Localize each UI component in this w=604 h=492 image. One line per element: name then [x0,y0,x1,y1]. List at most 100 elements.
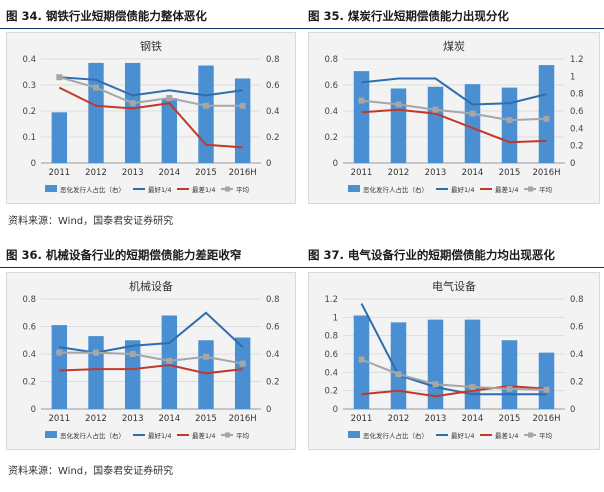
line-marker-avg [56,74,63,81]
line-series-avg [59,76,243,107]
x-axis-tick-label: 2016H [532,414,560,424]
line-marker-avg [395,101,402,108]
legend-marker-avg [225,186,230,192]
line-marker-avg [129,351,136,357]
left-axis-tick-label: 0.6 [324,350,338,360]
line-series-avg [361,99,547,122]
chart-panel-coal: 煤炭 0 0.2 0.4 0.6 0.8 0 0.2 0.4 0.6 0.8 1 1.2 2011 2012… [308,32,600,204]
right-axis-tick-label: 0.2 [570,142,584,152]
x-axis-tick-label: 2011 [351,414,373,424]
bar-deteriorating-issuer-share [538,352,555,409]
line-marker-avg [93,84,99,91]
right-axis-tick-label: 0.4 [570,350,584,360]
x-axis-tick-label: 2013 [425,414,447,424]
bar-deteriorating-issuer-share [234,337,251,409]
left-axis-tick-label: 0.6 [324,81,338,91]
legend-swatch-bar [45,431,57,438]
line-series-avg [361,358,547,391]
line-marker-avg [543,386,550,393]
left-axis-tick-label: 1.2 [324,295,338,305]
legend-label: 平均 [236,431,250,440]
legend-label: 恶化发行人占比（右） [60,185,125,194]
chart-panel-steel: 钢铁 0 0.1 0.2 0.3 0.4 0 0.2 0.4 0.6 0.8 2011 2012 2013… [6,32,296,204]
right-axis-tick-label: 0.4 [570,124,584,134]
legend-marker-avg [225,432,230,438]
x-axis-tick-label: 2014 [462,414,484,424]
bar-deteriorating-issuer-share [464,319,481,409]
x-axis-tick-label: 2012 [85,168,107,178]
right-axis-tick-label: 0.8 [570,295,584,305]
line-series-worst [361,108,547,144]
left-axis-tick-label: 0 [333,159,338,169]
left-axis-tick-label: 0 [31,405,36,415]
legend-label: 最好1/4 [451,185,474,194]
bar-deteriorating-issuer-share [501,340,518,409]
x-axis-tick-label: 2012 [388,168,410,178]
x-axis-tick-label: 2015 [499,414,521,424]
chart-svg: 电气设备 0 0.2 0.4 0.6 0.8 1 1.2 0 0.2 0.4 0.6 0.8 2011 20… [324,279,584,440]
header-rule-bottom [0,267,604,268]
legend-swatch-bar [348,431,360,438]
source-note-top: 资料来源：Wind，国泰君安证券研究 [8,216,174,227]
chart-panel-electrical: 电气设备 0 0.2 0.4 0.6 0.8 1 1.2 0 0.2 0.4 0.6 0.8 2011 20… [308,272,600,450]
line-series-worst [59,363,243,375]
bar-deteriorating-issuer-share [51,112,68,163]
x-axis-tick-label: 2013 [425,168,447,178]
source-note-bottom: 资料来源：Wind，国泰君安证券研究 [8,466,174,477]
line-marker-avg [358,356,365,363]
legend-label: 恶化发行人占比（右） [363,431,428,440]
x-axis-tick-label: 2014 [159,414,181,424]
right-axis-tick-label: 0.6 [266,81,280,91]
right-axis-tick-label: 0.6 [570,107,584,117]
bar-deteriorating-issuer-share [198,65,214,163]
left-axis-tick-label: 0.4 [324,368,338,378]
left-axis-tick-label: 0.2 [22,378,36,388]
right-axis-tick-label: 0.6 [570,323,584,333]
legend-label: 恶化发行人占比（右） [60,431,125,440]
left-axis-tick-label: 0.1 [22,133,36,143]
left-axis-tick-label: 0 [31,159,36,169]
legend-swatch-bar [45,185,57,192]
line-marker-avg [469,110,476,117]
line-series-best [59,76,243,97]
x-axis-tick-label: 2015 [195,414,217,424]
bar-deteriorating-issuer-share [501,87,518,163]
line-marker-avg [203,353,209,360]
x-axis-tick-label: 2011 [49,168,71,178]
left-axis-tick-label: 0.2 [324,387,338,397]
line-marker-avg [358,97,365,104]
chart-title: 煤炭 [443,40,465,53]
x-axis-tick-label: 2016H [229,168,257,178]
x-axis-tick-label: 2011 [351,168,373,178]
legend-marker-avg [528,186,533,192]
x-axis-tick-label: 2015 [195,168,217,178]
left-axis-tick-label: 0.4 [22,55,36,65]
figure-36-title: 图 36. 机械设备行业的短期偿债能力差距收窄 [6,248,242,262]
legend-label: 平均 [539,431,553,440]
legend-label: 最好1/4 [148,185,171,194]
x-axis-tick-label: 2016H [532,168,560,178]
line-marker-avg [239,360,246,367]
right-axis-tick-label: 0.2 [570,378,584,388]
x-axis-tick-label: 2013 [122,168,144,178]
line-marker-avg [395,371,402,378]
bar-deteriorating-issuer-share [427,86,444,163]
left-axis-tick-label: 0.4 [22,350,36,360]
right-axis-tick-label: 0 [570,159,575,169]
bar-deteriorating-issuer-share [390,322,407,409]
right-axis-tick-label: 0 [266,159,271,169]
line-marker-avg [166,95,173,101]
x-axis-tick-label: 2016H [229,414,257,424]
left-axis-tick-label: 0.4 [324,107,338,117]
left-axis-tick-label: 0.6 [22,323,36,333]
line-marker-avg [203,102,209,109]
line-marker-avg [166,357,173,364]
right-axis-tick-label: 0.6 [266,323,280,333]
legend-swatch-bar [348,185,360,192]
left-axis-tick-label: 0 [333,405,338,415]
left-axis-tick-label: 0.8 [324,55,338,65]
chart-svg: 机械设备 0 0.2 0.4 0.6 0.8 0 0.2 0.4 0.6 0.8 2011 2012 20… [22,279,280,440]
left-axis-tick-label: 0.2 [22,107,36,117]
left-axis-tick-label: 0.2 [324,133,338,143]
figure-37-title: 图 37. 电气设备行业的短期偿债能力均出现恶化 [308,248,555,262]
